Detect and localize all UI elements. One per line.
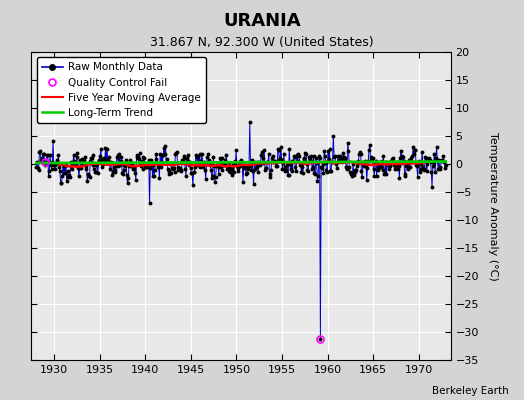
Text: 31.867 N, 92.300 W (United States): 31.867 N, 92.300 W (United States) (150, 36, 374, 49)
Text: Berkeley Earth: Berkeley Earth (432, 386, 508, 396)
Legend: Raw Monthly Data, Quality Control Fail, Five Year Moving Average, Long-Term Tren: Raw Monthly Data, Quality Control Fail, … (37, 57, 206, 123)
Y-axis label: Temperature Anomaly (°C): Temperature Anomaly (°C) (488, 132, 498, 280)
Text: URANIA: URANIA (223, 12, 301, 30)
